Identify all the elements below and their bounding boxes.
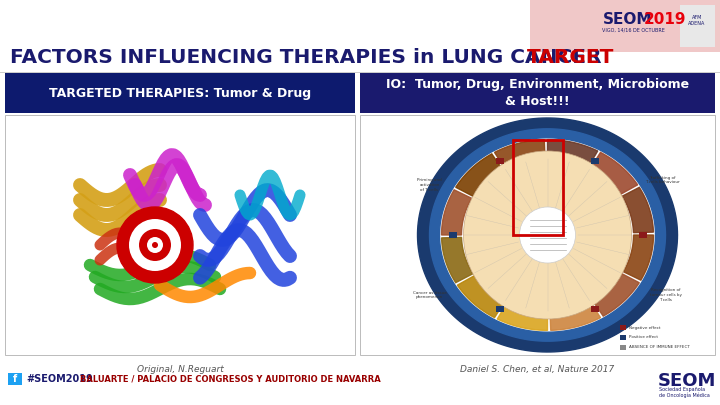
Bar: [5, 115, 355, 355]
Bar: [530, 0, 720, 52]
Text: VIGO, 14/16 DE OCTUBRE: VIGO, 14/16 DE OCTUBRE: [602, 28, 665, 33]
Circle shape: [464, 151, 631, 319]
Text: TARGETED THERAPIES: Tumor & Drug: TARGETED THERAPIES: Tumor & Drug: [49, 87, 311, 100]
Polygon shape: [495, 140, 545, 168]
Polygon shape: [624, 235, 654, 280]
Text: Priming and
activation
of T-cells: Priming and activation of T-cells: [417, 178, 442, 192]
Text: FACTORS INFLUENCING THERAPIES in LUNG CANCER: FACTORS INFLUENCING THERAPIES in LUNG CA…: [10, 48, 601, 67]
Text: Cancer as tissue
phenomenon: Cancer as tissue phenomenon: [413, 291, 446, 299]
Circle shape: [152, 242, 158, 248]
Polygon shape: [593, 274, 639, 316]
Polygon shape: [498, 303, 547, 330]
Text: ABSENCE OF IMMUNE EFFECT: ABSENCE OF IMMUNE EFFECT: [629, 345, 690, 350]
Bar: [620, 325, 626, 330]
Circle shape: [147, 237, 163, 253]
Polygon shape: [457, 276, 505, 318]
Bar: [620, 335, 626, 340]
Polygon shape: [550, 302, 600, 330]
Text: SEOM: SEOM: [658, 372, 716, 390]
Bar: [680, 5, 715, 47]
Circle shape: [129, 219, 181, 271]
Text: f: f: [13, 374, 17, 384]
Text: AFM
ADENA: AFM ADENA: [688, 15, 706, 26]
Text: #SEOM2019: #SEOM2019: [26, 374, 93, 384]
Polygon shape: [590, 152, 638, 194]
Text: Trafficking of
T-cells behaviour: Trafficking of T-cells behaviour: [645, 176, 680, 184]
Text: IO:  Tumor, Drug, Environment, Microbiome
& Host!!!: IO: Tumor, Drug, Environment, Microbiome…: [386, 78, 689, 108]
Text: Sociedad Española
de Oncología Médica: Sociedad Española de Oncología Médica: [659, 387, 710, 399]
Bar: [449, 232, 456, 238]
Polygon shape: [456, 154, 503, 196]
Text: BALUARTE / PALACIO DE CONGRESOS Y AUDITORIO DE NAVARRA: BALUARTE / PALACIO DE CONGRESOS Y AUDITO…: [80, 375, 380, 384]
Bar: [620, 345, 626, 350]
Bar: [513, 140, 562, 235]
Circle shape: [520, 207, 575, 263]
Text: SEOM: SEOM: [603, 12, 652, 27]
Text: Daniel S. Chen, et al, Nature 2017: Daniel S. Chen, et al, Nature 2017: [460, 365, 615, 374]
Polygon shape: [418, 118, 678, 352]
Bar: [360, 115, 715, 355]
Bar: [591, 306, 599, 312]
Text: Positive effect: Positive effect: [629, 335, 658, 339]
Bar: [8, 373, 22, 385]
Polygon shape: [441, 190, 472, 235]
Polygon shape: [430, 129, 665, 341]
Text: Original, N.Reguart: Original, N.Reguart: [137, 365, 223, 374]
Polygon shape: [547, 140, 598, 167]
Bar: [496, 158, 504, 164]
Bar: [360, 73, 715, 113]
Text: Negative effect: Negative effect: [629, 326, 660, 330]
Text: 2019: 2019: [644, 12, 686, 27]
Circle shape: [117, 207, 193, 283]
Text: TARGET: TARGET: [527, 48, 614, 67]
Polygon shape: [622, 187, 654, 233]
Polygon shape: [441, 237, 473, 283]
Bar: [639, 232, 647, 238]
Bar: [496, 306, 504, 312]
Text: Recognition of
tumour cells by
T cells: Recognition of tumour cells by T cells: [649, 288, 682, 302]
Bar: [5, 73, 355, 113]
Circle shape: [139, 229, 171, 261]
Bar: [591, 158, 599, 164]
